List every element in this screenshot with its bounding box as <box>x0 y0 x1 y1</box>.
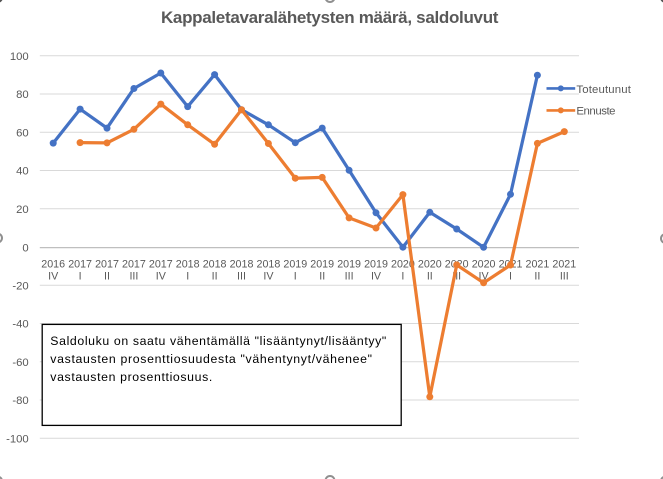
svg-text:2018: 2018 <box>257 258 281 270</box>
svg-text:II: II <box>319 270 325 282</box>
svg-text:0: 0 <box>22 243 28 255</box>
svg-text:Toteutunut: Toteutunut <box>576 84 631 96</box>
svg-text:2017: 2017 <box>122 258 146 270</box>
svg-text:IV: IV <box>263 270 274 282</box>
svg-text:2019: 2019 <box>337 258 361 270</box>
svg-text:100: 100 <box>10 51 29 63</box>
svg-text:I: I <box>79 270 82 282</box>
svg-text:-100: -100 <box>6 433 29 445</box>
svg-text:2017: 2017 <box>149 258 173 270</box>
svg-text:60: 60 <box>16 127 29 139</box>
svg-text:I: I <box>401 270 404 282</box>
svg-text:2018: 2018 <box>203 258 227 270</box>
svg-text:2021: 2021 <box>552 258 576 270</box>
svg-text:Ennuste: Ennuste <box>576 105 615 117</box>
svg-text:-60: -60 <box>12 357 28 369</box>
svg-text:2017: 2017 <box>68 258 92 270</box>
svg-text:II: II <box>427 270 433 282</box>
svg-text:40: 40 <box>16 166 29 178</box>
svg-text:I: I <box>294 270 297 282</box>
svg-text:2019: 2019 <box>283 258 307 270</box>
svg-text:2019: 2019 <box>364 258 388 270</box>
svg-text:2021: 2021 <box>526 258 550 270</box>
svg-text:2016: 2016 <box>41 258 65 270</box>
svg-text:2018: 2018 <box>230 258 254 270</box>
svg-text:20: 20 <box>16 204 29 216</box>
svg-text:II: II <box>212 270 218 282</box>
svg-text:IV: IV <box>479 270 490 282</box>
svg-text:III: III <box>129 270 138 282</box>
svg-text:vastausten prosenttiosuudesta: vastausten prosenttiosuudesta "vähentyny… <box>50 352 372 366</box>
svg-text:Kappaletavaralähetysten määrä,: Kappaletavaralähetysten määrä, saldoluvu… <box>161 8 499 27</box>
svg-text:III: III <box>452 270 461 282</box>
svg-text:II: II <box>104 270 110 282</box>
svg-text:I: I <box>509 270 512 282</box>
svg-text:IV: IV <box>156 270 167 282</box>
svg-text:-80: -80 <box>12 395 28 407</box>
svg-text:2018: 2018 <box>176 258 200 270</box>
svg-text:II: II <box>534 270 540 282</box>
svg-text:III: III <box>237 270 246 282</box>
svg-text:2020: 2020 <box>418 258 442 270</box>
svg-text:-20: -20 <box>12 280 28 292</box>
svg-text:III: III <box>560 270 569 282</box>
svg-text:I: I <box>186 270 189 282</box>
svg-text:IV: IV <box>371 270 382 282</box>
svg-text:-40: -40 <box>12 319 28 331</box>
svg-text:vastausten prosenttiosuus.: vastausten prosenttiosuus. <box>50 370 212 384</box>
svg-text:2020: 2020 <box>472 258 496 270</box>
svg-text:IV: IV <box>48 270 59 282</box>
svg-text:2017: 2017 <box>95 258 119 270</box>
svg-text:2019: 2019 <box>310 258 334 270</box>
svg-text:Saldoluku on saatu vähentämäll: Saldoluku on saatu vähentämällä "lisäänt… <box>50 334 386 348</box>
svg-text:80: 80 <box>16 89 29 101</box>
svg-text:2020: 2020 <box>391 258 415 270</box>
svg-text:III: III <box>345 270 354 282</box>
